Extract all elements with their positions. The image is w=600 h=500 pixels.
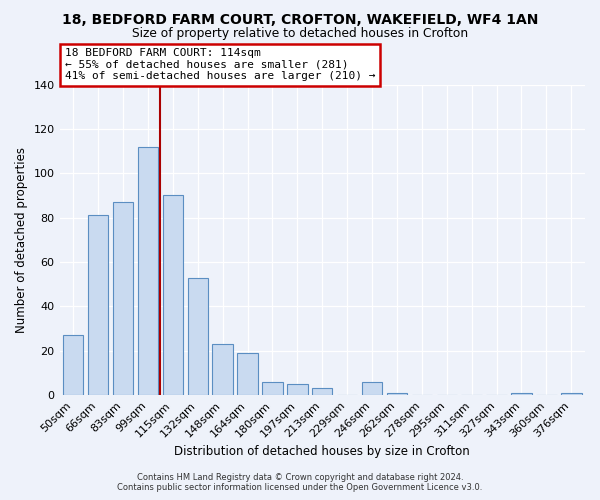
Text: 18, BEDFORD FARM COURT, CROFTON, WAKEFIELD, WF4 1AN: 18, BEDFORD FARM COURT, CROFTON, WAKEFIE… bbox=[62, 12, 538, 26]
Bar bbox=[212, 344, 233, 395]
Bar bbox=[362, 382, 382, 395]
Bar bbox=[113, 202, 133, 395]
Bar bbox=[561, 393, 581, 395]
Bar bbox=[387, 393, 407, 395]
Text: Contains HM Land Registry data © Crown copyright and database right 2024.
Contai: Contains HM Land Registry data © Crown c… bbox=[118, 473, 482, 492]
X-axis label: Distribution of detached houses by size in Crofton: Distribution of detached houses by size … bbox=[175, 444, 470, 458]
Bar bbox=[188, 278, 208, 395]
Bar bbox=[163, 196, 183, 395]
Bar bbox=[511, 393, 532, 395]
Bar bbox=[138, 146, 158, 395]
Y-axis label: Number of detached properties: Number of detached properties bbox=[15, 147, 28, 333]
Bar bbox=[238, 353, 258, 395]
Bar bbox=[287, 384, 308, 395]
Bar bbox=[88, 216, 109, 395]
Bar bbox=[312, 388, 332, 395]
Bar bbox=[262, 382, 283, 395]
Text: 18 BEDFORD FARM COURT: 114sqm
← 55% of detached houses are smaller (281)
41% of : 18 BEDFORD FARM COURT: 114sqm ← 55% of d… bbox=[65, 48, 375, 82]
Bar bbox=[63, 335, 83, 395]
Text: Size of property relative to detached houses in Crofton: Size of property relative to detached ho… bbox=[132, 28, 468, 40]
